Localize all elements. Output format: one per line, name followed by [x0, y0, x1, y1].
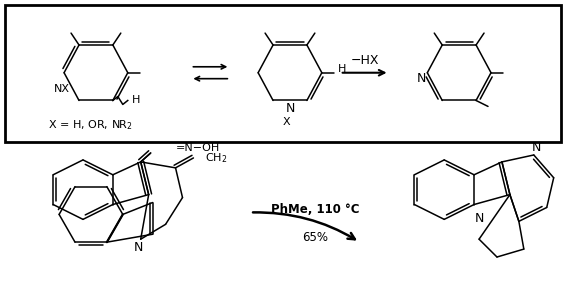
Text: −HX: −HX — [351, 54, 379, 67]
Text: 65%: 65% — [302, 231, 328, 244]
Text: X = H, OR, NR$_2$: X = H, OR, NR$_2$ — [49, 118, 133, 132]
Text: N: N — [474, 212, 484, 225]
Text: N: N — [285, 102, 295, 115]
Text: N: N — [134, 241, 144, 254]
Text: N: N — [416, 72, 426, 85]
Text: =N−OH: =N−OH — [176, 143, 220, 153]
Text: CH$_2$: CH$_2$ — [205, 151, 228, 165]
Text: H: H — [132, 95, 140, 105]
Bar — [5, 5, 561, 142]
Text: H: H — [337, 64, 346, 74]
Text: NX: NX — [54, 84, 70, 94]
Text: X: X — [282, 117, 290, 127]
Text: N: N — [532, 141, 542, 154]
Text: PhMe, 110 °C: PhMe, 110 °C — [271, 203, 359, 216]
